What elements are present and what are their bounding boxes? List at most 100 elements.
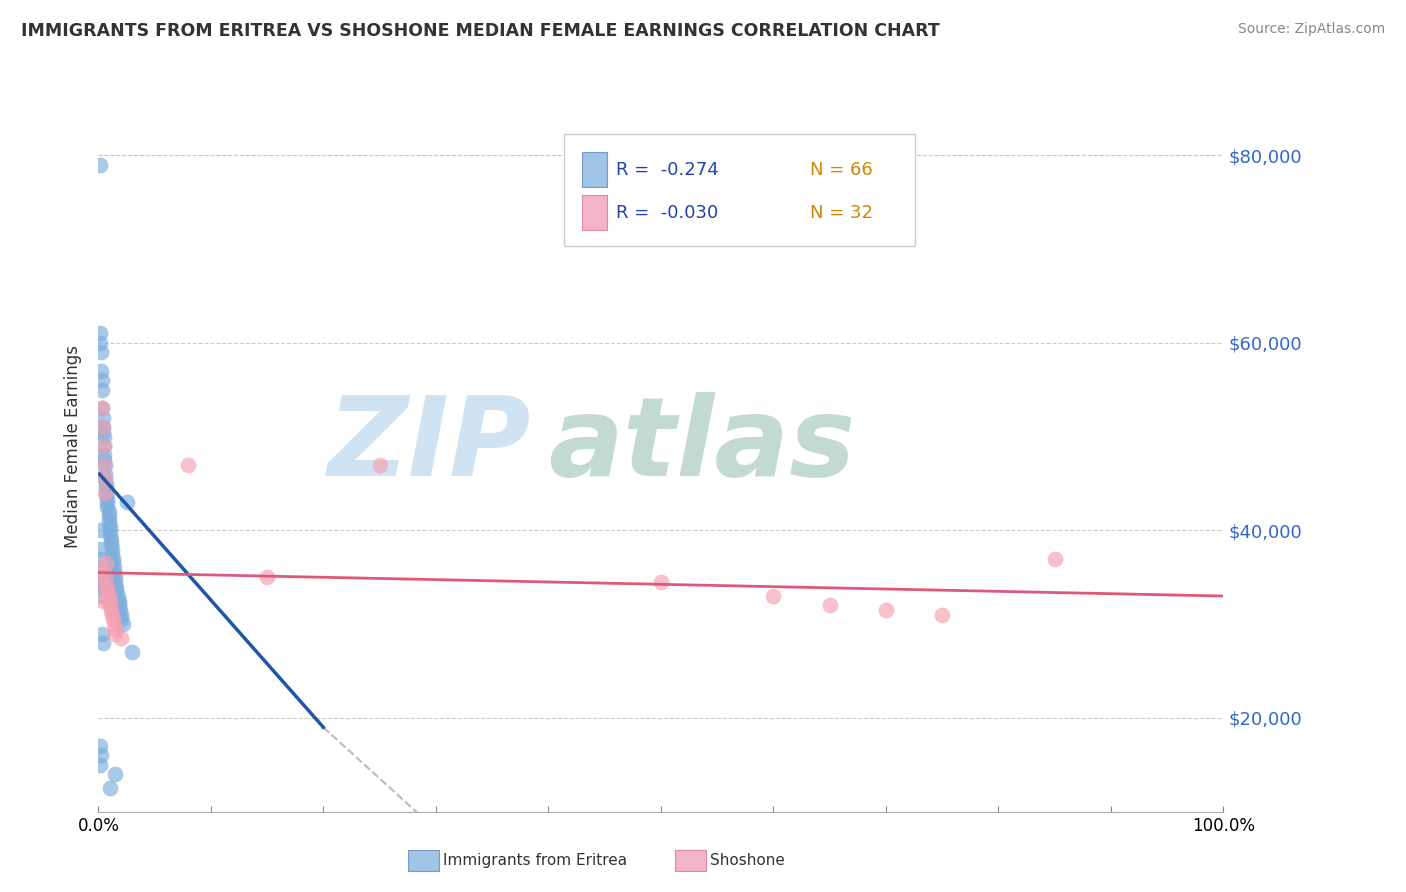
- Text: N = 66: N = 66: [810, 161, 873, 178]
- Point: [121, 645, 143, 659]
- Text: Immigrants from Eritrea: Immigrants from Eritrea: [443, 854, 627, 868]
- Point: [93, 429, 115, 443]
- Point: [98, 528, 121, 542]
- Point: [98, 781, 121, 796]
- Point: [97, 509, 120, 524]
- Text: Shoshone: Shoshone: [710, 854, 785, 868]
- Point: [96, 486, 118, 500]
- Point: [101, 612, 124, 626]
- Point: [931, 607, 953, 622]
- Point: [98, 518, 121, 533]
- Point: [96, 580, 118, 594]
- Point: [91, 593, 114, 607]
- Point: [89, 542, 111, 557]
- Point: [96, 491, 118, 505]
- Point: [90, 589, 112, 603]
- Point: [101, 551, 124, 566]
- Y-axis label: Median Female Earnings: Median Female Earnings: [65, 344, 83, 548]
- Point: [90, 373, 112, 387]
- Point: [93, 439, 115, 453]
- Point: [101, 547, 124, 561]
- Point: [90, 364, 112, 378]
- Point: [1043, 551, 1066, 566]
- Point: [90, 401, 112, 416]
- Point: [89, 335, 111, 350]
- Point: [91, 420, 114, 434]
- Point: [96, 556, 118, 570]
- Point: [103, 566, 125, 580]
- Point: [91, 410, 114, 425]
- Point: [91, 636, 114, 650]
- Point: [104, 626, 127, 640]
- Text: R =  -0.274: R = -0.274: [616, 161, 718, 178]
- Point: [90, 574, 112, 589]
- Point: [94, 486, 117, 500]
- Point: [762, 589, 785, 603]
- Point: [90, 524, 112, 538]
- Point: [90, 383, 112, 397]
- Point: [96, 500, 118, 514]
- Point: [96, 584, 118, 599]
- Point: [104, 622, 127, 636]
- Point: [96, 476, 118, 491]
- Point: [96, 570, 118, 584]
- Point: [104, 767, 127, 781]
- Point: [103, 561, 125, 575]
- Text: N = 32: N = 32: [810, 203, 873, 221]
- Point: [90, 580, 112, 594]
- Point: [93, 449, 115, 463]
- Point: [875, 603, 897, 617]
- Point: [101, 607, 124, 622]
- Point: [256, 570, 278, 584]
- Point: [90, 748, 112, 763]
- Point: [96, 495, 118, 509]
- Point: [97, 514, 120, 528]
- Point: [91, 425, 114, 439]
- Point: [104, 570, 127, 584]
- Point: [90, 345, 112, 359]
- Point: [98, 524, 121, 538]
- Point: [100, 537, 122, 551]
- Point: [98, 593, 121, 607]
- Point: [91, 420, 114, 434]
- Text: ZIP: ZIP: [328, 392, 531, 500]
- Point: [89, 158, 111, 172]
- Point: [110, 632, 132, 646]
- Point: [108, 603, 131, 617]
- Point: [177, 458, 200, 472]
- Point: [94, 458, 117, 472]
- Point: [101, 556, 124, 570]
- Text: IMMIGRANTS FROM ERITREA VS SHOSHONE MEDIAN FEMALE EARNINGS CORRELATION CHART: IMMIGRANTS FROM ERITREA VS SHOSHONE MEDI…: [21, 22, 939, 40]
- Point: [89, 757, 111, 772]
- Text: atlas: atlas: [548, 392, 856, 500]
- Point: [97, 589, 120, 603]
- Point: [93, 458, 115, 472]
- Point: [101, 542, 124, 557]
- Point: [90, 626, 112, 640]
- Point: [89, 574, 111, 589]
- Point: [107, 593, 129, 607]
- Point: [100, 533, 122, 547]
- Point: [110, 612, 132, 626]
- Point: [93, 453, 115, 467]
- Text: R =  -0.030: R = -0.030: [616, 203, 718, 221]
- Point: [98, 599, 121, 613]
- Point: [89, 739, 111, 753]
- Point: [368, 458, 391, 472]
- Point: [97, 505, 120, 519]
- Point: [104, 574, 127, 589]
- Point: [115, 495, 138, 509]
- Point: [112, 617, 135, 632]
- Point: [107, 589, 129, 603]
- Point: [105, 580, 128, 594]
- Point: [89, 551, 111, 566]
- Point: [94, 472, 117, 486]
- Text: Source: ZipAtlas.com: Source: ZipAtlas.com: [1237, 22, 1385, 37]
- Point: [90, 401, 112, 416]
- Point: [90, 570, 112, 584]
- Point: [105, 584, 128, 599]
- Point: [107, 599, 129, 613]
- Point: [103, 617, 125, 632]
- Point: [94, 467, 117, 482]
- Point: [89, 561, 111, 575]
